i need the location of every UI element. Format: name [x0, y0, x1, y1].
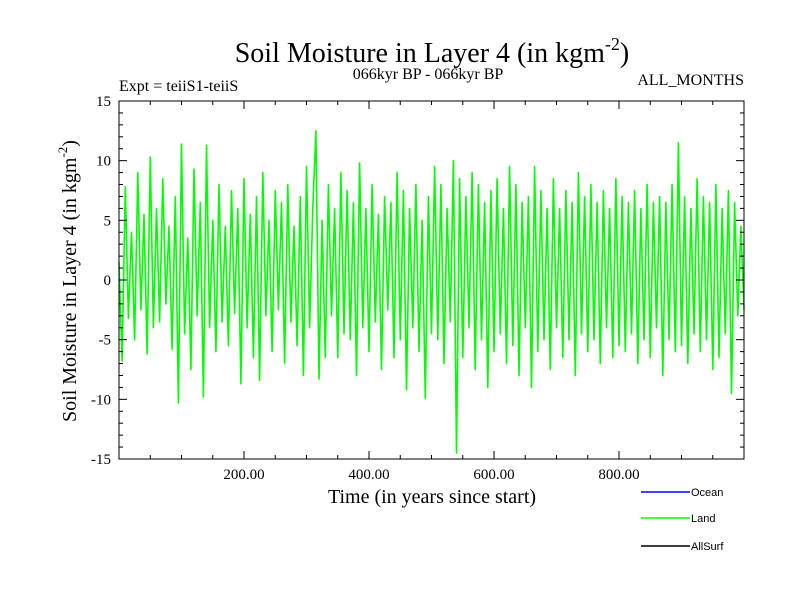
months-label: ALL_MONTHS	[637, 72, 744, 89]
y-tick-label: 10	[96, 154, 111, 170]
x-axis-label: Time (in years since start)	[328, 486, 536, 508]
legend-label-ocean: Ocean	[691, 487, 723, 499]
y-tick-label: -10	[91, 392, 111, 408]
series-layer	[118, 130, 745, 454]
legend-label-land: Land	[691, 513, 715, 525]
y-axis-label-close: )	[59, 140, 81, 147]
series-line-land	[118, 130, 745, 454]
axes-layer: -15 -10 -5 0 5 10 15 200.00 400.00 600.00 800.00	[91, 94, 745, 483]
legend-label-allsurf: AllSurf	[691, 541, 724, 553]
y-tick-label: -5	[99, 333, 112, 349]
x-tick-label: 600.00	[473, 467, 514, 483]
x-tick-label: 400.00	[348, 467, 389, 483]
y-axis-label: Soil Moisture in Layer 4 (in kgm-2)	[55, 140, 81, 422]
plot-frame	[118, 100, 745, 460]
y-tick-label: 15	[96, 94, 111, 110]
x-tick-label: 800.00	[598, 467, 639, 483]
chart-title-close: )	[620, 38, 629, 69]
chart-title: Soil Moisture in Layer 4 (in kgm-2)	[235, 34, 630, 69]
x-tick-label: 200.00	[223, 467, 264, 483]
chart-title-superscript: -2	[605, 34, 620, 54]
y-axis-label-superscript: -2	[55, 147, 70, 158]
legend: Ocean Land AllSurf	[641, 487, 724, 553]
y-tick-label: 0	[104, 273, 112, 289]
y-tick-label: -15	[91, 452, 111, 468]
period-label: 066kyr BP - 066kyr BP	[353, 66, 504, 83]
y-tick-label: 5	[104, 213, 112, 229]
experiment-label: Expt = teiiS1-teiiS	[119, 78, 238, 95]
